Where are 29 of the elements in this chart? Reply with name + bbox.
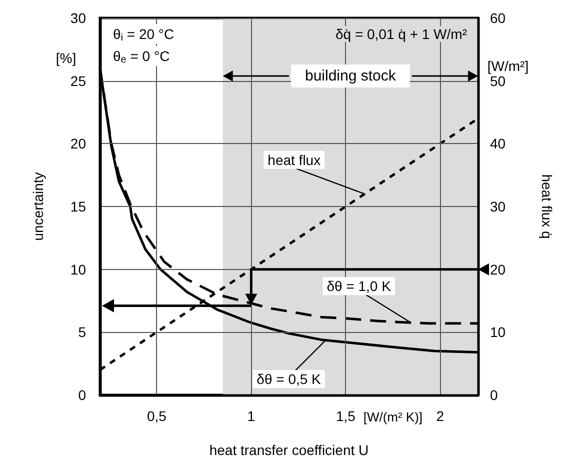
y2-tick-label: 0 [490, 387, 498, 403]
x-axis-title: heat transfer coefficient U [209, 442, 369, 458]
x-tick-label: 1 [247, 408, 256, 424]
text: [%] [56, 50, 76, 66]
y-tick-label: 0 [78, 387, 86, 403]
y-tick-label: 25 [70, 72, 86, 89]
y-tick-label: 20 [70, 136, 86, 152]
y2-tick-label: 50 [490, 72, 506, 89]
y-axis-title: uncertainty [30, 172, 46, 241]
y2-tick-label: 20 [490, 261, 506, 278]
annotation: δq̇ = 0,01 q̇ + 1 W/m² [335, 26, 468, 42]
band-label: building stock [304, 68, 396, 84]
x-tick-label: 2 [436, 408, 444, 424]
annotation: heat flux [268, 152, 321, 168]
x-tick-label: 1,5 [336, 408, 356, 424]
x-tick-label: 0,5 [146, 408, 167, 424]
y2-tick-label: 60 [490, 10, 506, 26]
text: [W/m²] [487, 58, 529, 74]
annotation: δθ = 1,0 K [326, 278, 392, 294]
y2-tick-label: 10 [490, 324, 506, 340]
text: [W/(m² K)] [363, 410, 423, 424]
y2-axis-title: heat flux q̇ [539, 174, 555, 239]
y-tick-label: 15 [70, 198, 86, 214]
annotation: δθ = 0,5 K [256, 370, 322, 387]
y2-tick-label: 40 [490, 136, 506, 152]
y2-tick-label: 30 [490, 198, 506, 214]
y-tick-label: 30 [70, 10, 86, 26]
y-tick-label: 5 [78, 324, 86, 340]
y-tick-label: 10 [70, 261, 86, 278]
